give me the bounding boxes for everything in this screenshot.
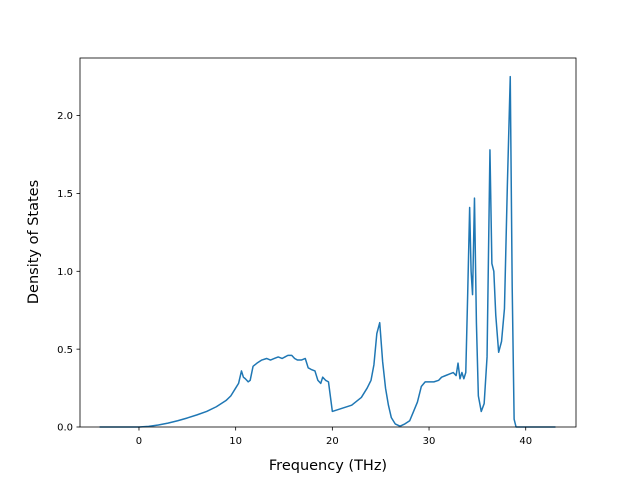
y-tick-label: 1.5 bbox=[57, 189, 73, 200]
y-tick-label: 1.0 bbox=[57, 267, 73, 278]
x-tick-label: 10 bbox=[229, 436, 242, 447]
x-tick-label: 0 bbox=[136, 436, 142, 447]
x-axis-label: Frequency (THz) bbox=[269, 458, 387, 474]
y-axis-ticks: 0.0 0.5 1.0 1.5 2.0 bbox=[57, 111, 80, 434]
y-axis-label: Density of States bbox=[26, 180, 42, 304]
x-tick-label: 30 bbox=[423, 436, 436, 447]
axes-frame bbox=[79, 57, 577, 428]
y-tick-label: 0.0 bbox=[57, 423, 73, 434]
x-tick-label: 20 bbox=[326, 436, 339, 447]
dos-line-series-0 bbox=[99, 75, 556, 428]
y-tick-label: 2.0 bbox=[57, 111, 73, 122]
x-axis-ticks: 0 10 20 30 40 bbox=[136, 427, 532, 447]
plot-area bbox=[79, 57, 577, 428]
y-tick-label: 0.5 bbox=[57, 345, 73, 356]
x-tick-label: 40 bbox=[519, 436, 532, 447]
